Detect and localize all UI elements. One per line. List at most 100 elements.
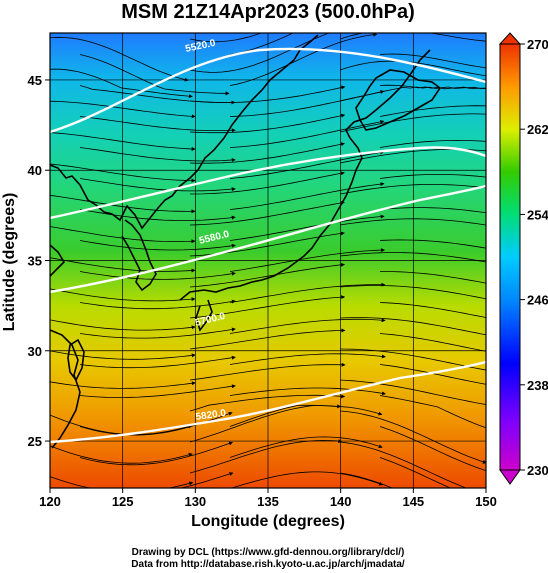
streamline bbox=[79, 209, 236, 222]
streamline bbox=[339, 441, 467, 488]
colorbar-tick-label: 230 bbox=[527, 463, 548, 478]
streamline bbox=[229, 150, 385, 179]
colorbar-gradient bbox=[499, 43, 521, 471]
streamline bbox=[79, 240, 236, 251]
streamline bbox=[79, 54, 230, 96]
coastlines bbox=[50, 34, 442, 449]
streamline bbox=[189, 362, 346, 381]
streamline bbox=[379, 53, 486, 69]
streamline bbox=[379, 364, 486, 385]
streamline bbox=[79, 441, 234, 466]
streamline bbox=[339, 60, 486, 77]
streamline bbox=[189, 328, 346, 350]
streamline bbox=[339, 113, 486, 133]
coastline-japan bbox=[179, 49, 431, 332]
streamline bbox=[189, 295, 346, 319]
x-tick-label: 145 bbox=[402, 494, 424, 509]
streamline bbox=[50, 319, 196, 331]
streamline bbox=[50, 381, 196, 389]
x-tick-label: 125 bbox=[112, 494, 134, 509]
colorbar-tick-label: 246 bbox=[527, 293, 548, 308]
streamline bbox=[229, 33, 295, 55]
height-contours bbox=[50, 47, 486, 444]
streamline bbox=[50, 288, 196, 302]
coastline-china bbox=[50, 244, 81, 449]
x-tick-label: 120 bbox=[39, 494, 61, 509]
streamline bbox=[379, 395, 486, 429]
streamline bbox=[189, 113, 346, 134]
colorbar: 270 262 254 246 238 230 bbox=[498, 32, 548, 485]
y-tick-label: 40 bbox=[28, 163, 42, 178]
streamline bbox=[189, 439, 343, 474]
streamline bbox=[50, 68, 193, 99]
streamline bbox=[379, 105, 486, 117]
streamline bbox=[229, 387, 386, 396]
x-tick-label: 135 bbox=[257, 494, 279, 509]
streamline bbox=[339, 184, 486, 195]
streamline bbox=[79, 355, 236, 369]
colorbar-tick-label: 262 bbox=[527, 122, 548, 137]
streamline bbox=[229, 436, 383, 458]
colorbar-tick-label: 270 bbox=[527, 37, 548, 52]
streamline bbox=[229, 318, 386, 334]
colorbar-tick-label: 254 bbox=[527, 207, 548, 222]
streamline bbox=[50, 445, 193, 464]
coastline-hokkaido bbox=[355, 69, 442, 131]
streamline bbox=[339, 149, 486, 164]
streamline bbox=[50, 100, 196, 119]
streamline bbox=[50, 226, 196, 244]
streamline bbox=[339, 472, 394, 488]
streamline bbox=[50, 36, 189, 82]
streamline bbox=[189, 200, 345, 226]
streamline bbox=[229, 182, 385, 210]
streamline bbox=[179, 472, 234, 488]
streamline bbox=[79, 178, 236, 192]
streamline bbox=[229, 353, 386, 365]
streamline bbox=[339, 252, 486, 263]
streamline bbox=[229, 33, 378, 86]
streamline bbox=[379, 207, 486, 214]
y-tick-label: 45 bbox=[28, 73, 42, 88]
streamline bbox=[50, 132, 196, 151]
y-axis-title: Latitude (degrees) bbox=[1, 193, 18, 332]
coastline-asia bbox=[50, 34, 319, 230]
contour-5820 bbox=[50, 360, 486, 444]
streamline bbox=[189, 142, 345, 164]
colorbar-max-arrow bbox=[498, 32, 522, 45]
streamline bbox=[50, 257, 196, 273]
streamline bbox=[229, 248, 386, 272]
streamline bbox=[229, 119, 385, 148]
contour-5580 bbox=[50, 146, 486, 220]
colorbar-min-arrow bbox=[499, 469, 521, 485]
streamline bbox=[339, 285, 486, 300]
streamline bbox=[189, 404, 342, 443]
streamline bbox=[79, 271, 236, 280]
streamline bbox=[229, 90, 385, 117]
colorbar-ticks: 270 262 254 246 238 230 bbox=[520, 37, 548, 478]
streamline bbox=[229, 282, 386, 303]
streamline bbox=[379, 302, 486, 318]
credit-data: Data from http://database.rish.kyoto-u.a… bbox=[131, 559, 405, 570]
x-tick-label: 150 bbox=[475, 494, 497, 509]
streamline bbox=[50, 350, 196, 360]
figure-title: MSM 21Z14Apr2023 (500.0hPa) bbox=[121, 1, 414, 23]
colorbar-tick-label: 238 bbox=[527, 378, 548, 393]
streamline bbox=[50, 163, 196, 183]
streamline bbox=[380, 271, 486, 284]
streamline bbox=[230, 471, 384, 488]
credit-drawing: Drawing by DCL (https://www.gfd-dennou.o… bbox=[132, 547, 405, 558]
coastline-korea bbox=[121, 219, 157, 292]
streamline bbox=[379, 139, 486, 148]
streamline bbox=[79, 327, 236, 339]
axis-ticks: 120 125 130 135 140 145 150 25 30 35 40 45 bbox=[28, 73, 497, 509]
contour-label-5820: 5820.0 bbox=[195, 408, 227, 423]
y-tick-label: 30 bbox=[28, 344, 42, 359]
streamline bbox=[339, 410, 486, 464]
streamline bbox=[189, 394, 346, 412]
streamline bbox=[339, 218, 486, 226]
x-tick-label: 140 bbox=[330, 494, 352, 509]
streamline bbox=[339, 317, 486, 336]
y-tick-label: 25 bbox=[28, 434, 42, 449]
streamline bbox=[229, 214, 385, 241]
